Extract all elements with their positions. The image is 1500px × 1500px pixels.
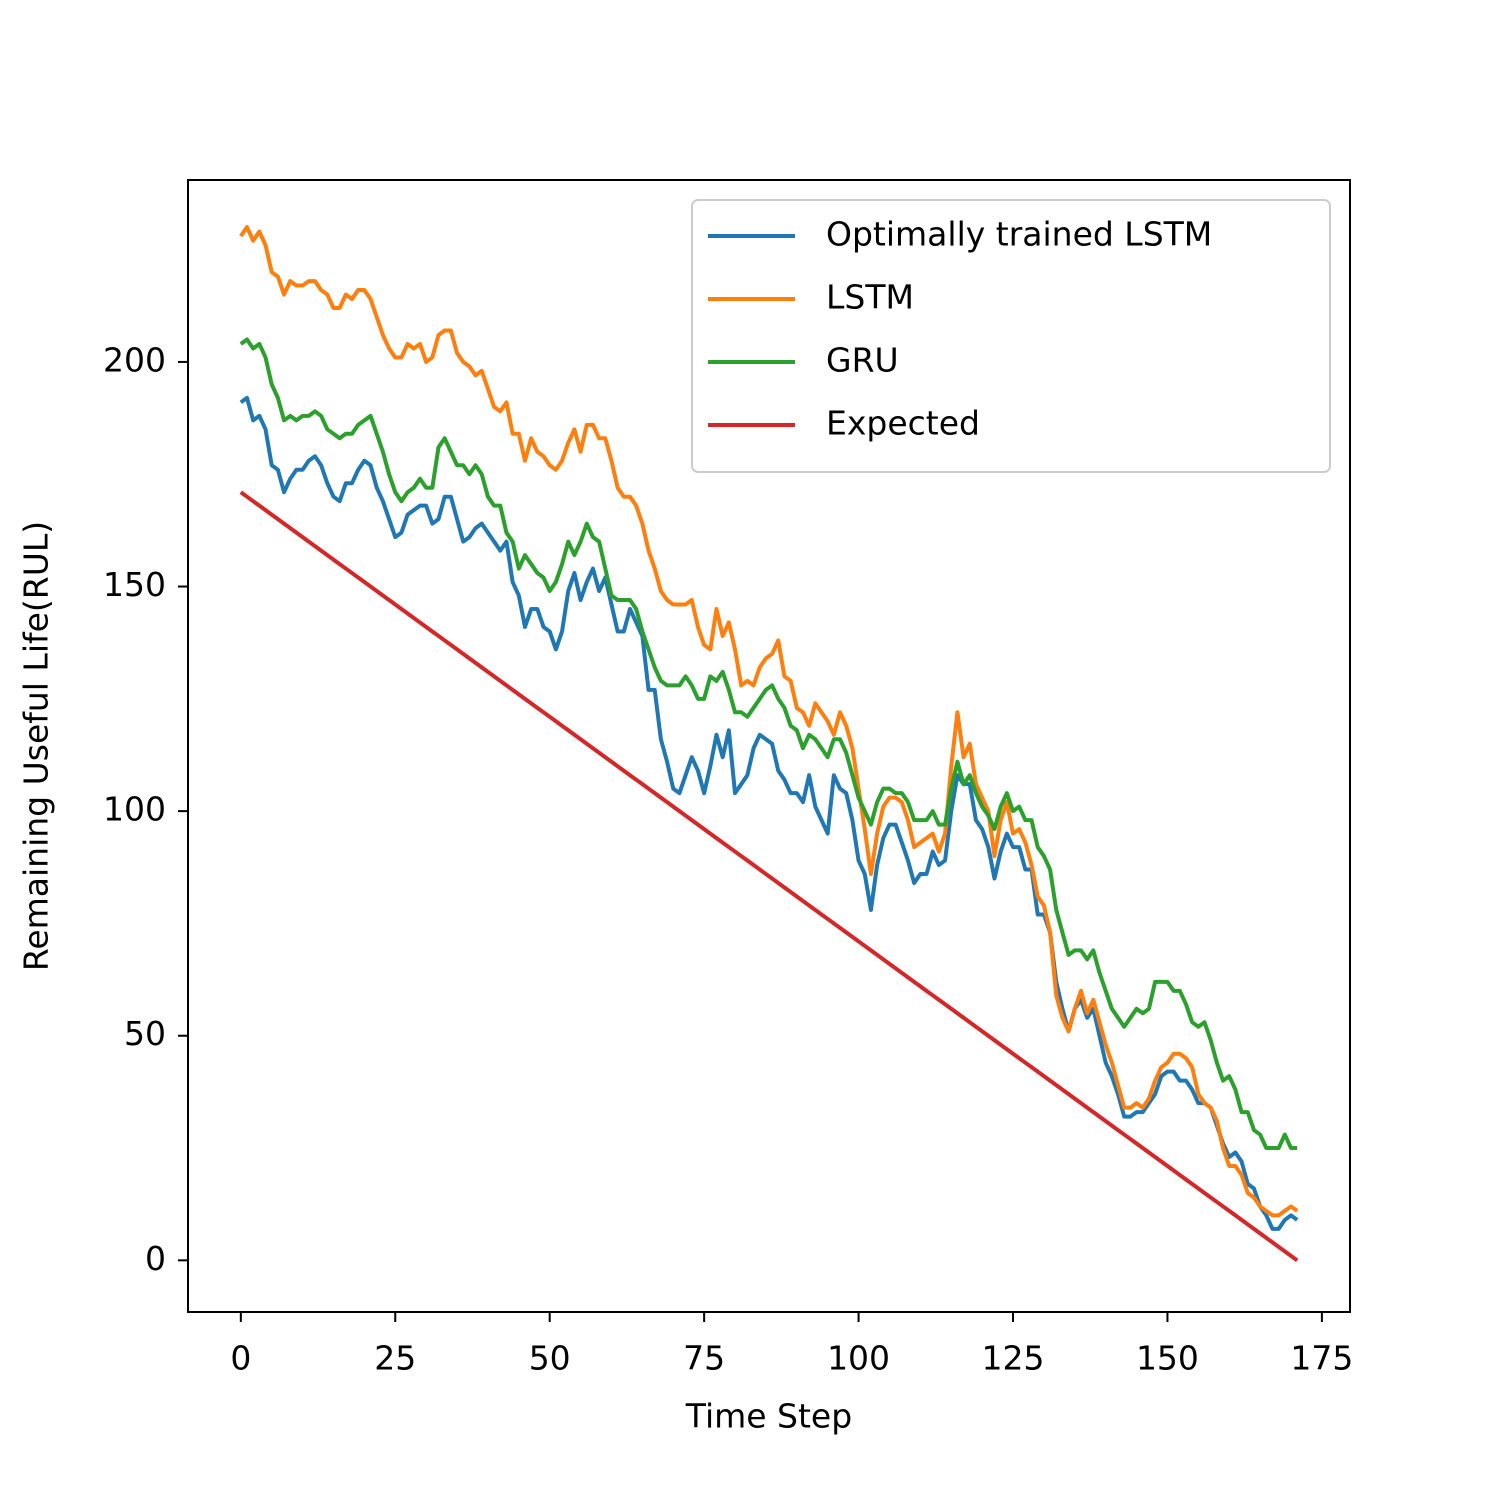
series-line: [239, 337, 1298, 1151]
y-tick-label: 100: [103, 790, 166, 829]
legend-label: LSTM: [826, 278, 914, 317]
y-tick-label: 150: [103, 565, 166, 604]
y-tick-label: 0: [145, 1239, 166, 1278]
legend-box: [691, 199, 1331, 473]
x-tick-label: 50: [529, 1339, 571, 1378]
plot-frame: [187, 179, 1351, 1313]
x-tick-label: 75: [683, 1339, 725, 1378]
legend-label: Expected: [826, 404, 980, 443]
y-tick-label: 200: [103, 340, 166, 379]
legend-label: GRU: [826, 341, 899, 380]
legend-label: Optimally trained LSTM: [826, 215, 1212, 254]
x-tick-label: 125: [982, 1339, 1045, 1378]
x-tick-label: 0: [230, 1339, 251, 1378]
y-axis-label: Remaining Useful Life(RUL): [17, 521, 56, 971]
series-line: [239, 225, 1299, 1218]
x-tick-label: 175: [1290, 1339, 1353, 1378]
x-axis-label: Time Step: [685, 1397, 852, 1436]
x-tick-label: 150: [1136, 1339, 1199, 1378]
x-tick-label: 25: [374, 1339, 416, 1378]
series-line: [239, 490, 1299, 1262]
x-tick-label: 100: [827, 1339, 890, 1378]
series-line: [239, 395, 1299, 1231]
y-tick-label: 50: [124, 1014, 166, 1053]
